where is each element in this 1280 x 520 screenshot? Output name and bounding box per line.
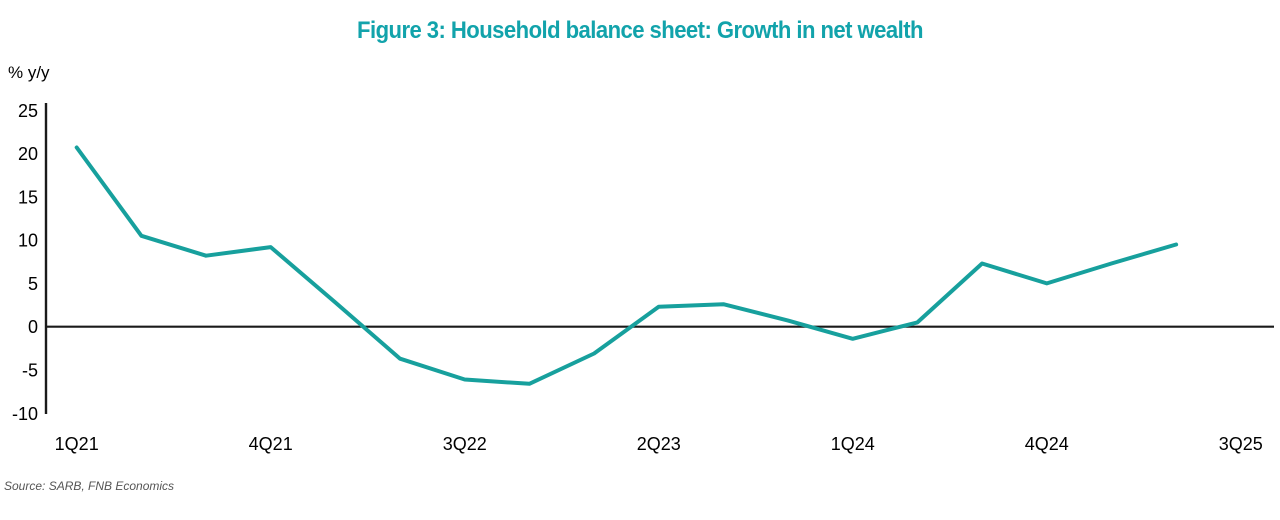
x-tick-label: 1Q24	[831, 434, 875, 454]
x-tick-label: 3Q22	[443, 434, 487, 454]
x-tick-label: 1Q21	[55, 434, 99, 454]
y-tick-label: 0	[28, 317, 38, 337]
source-note: Source: SARB, FNB Economics	[4, 479, 175, 493]
y-tick-label: 20	[18, 144, 38, 164]
y-tick-label: 15	[18, 187, 38, 207]
net-wealth-line	[74, 145, 1179, 386]
chart-title: Figure 3: Household balance sheet: Growt…	[357, 17, 923, 44]
x-tick-label: 2Q23	[637, 434, 681, 454]
x-tick-label: 4Q24	[1025, 434, 1069, 454]
x-tick-label: 4Q21	[249, 434, 293, 454]
y-tick-label: 5	[28, 274, 38, 294]
y-tick-label: -10	[12, 404, 38, 424]
y-tick-label: 10	[18, 231, 38, 251]
x-tick-label: 3Q25	[1219, 434, 1263, 454]
y-axis-unit-label: % y/y	[8, 63, 50, 82]
y-tick-label: -5	[22, 360, 38, 380]
y-tick-label: 25	[18, 101, 38, 121]
